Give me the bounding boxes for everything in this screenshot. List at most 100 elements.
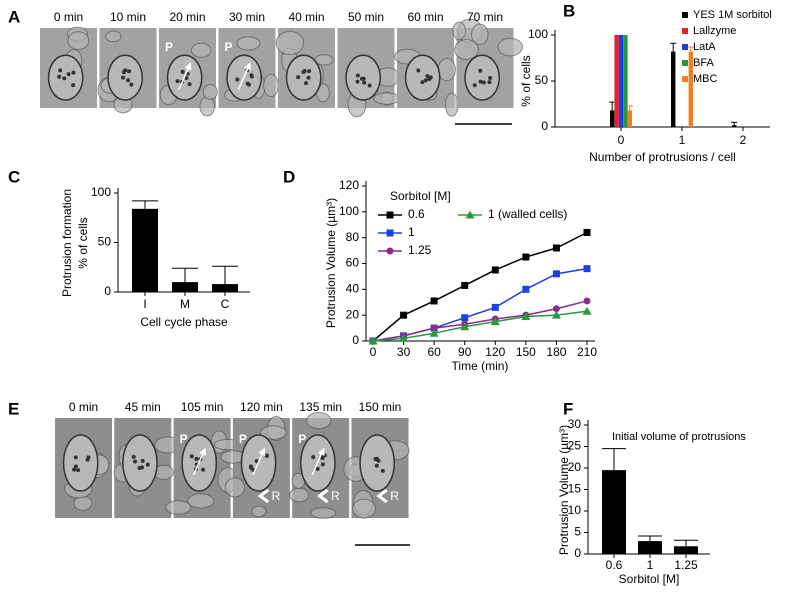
legend-swatch bbox=[682, 28, 688, 34]
point bbox=[552, 270, 560, 278]
y-tick-label: 5 bbox=[574, 525, 581, 539]
marker-label: P bbox=[239, 432, 247, 446]
vacuole bbox=[296, 75, 301, 80]
vacuole bbox=[73, 464, 78, 469]
legend-marker bbox=[386, 247, 394, 255]
point bbox=[521, 311, 531, 320]
legend-label: MBC bbox=[693, 73, 718, 85]
vacuole bbox=[126, 78, 131, 83]
point bbox=[551, 310, 561, 319]
point bbox=[522, 285, 530, 293]
point bbox=[552, 305, 560, 313]
frame-time: 135 min bbox=[299, 400, 342, 414]
x-axis-title: Time (min) bbox=[452, 359, 509, 373]
legend-label: 1 (walled cells) bbox=[488, 207, 567, 221]
x-tick-label: 0 bbox=[618, 133, 625, 147]
frame-time: 50 min bbox=[348, 10, 384, 24]
cell bbox=[464, 54, 500, 101]
error-bar bbox=[674, 539, 698, 547]
cell-texture bbox=[263, 73, 280, 98]
x-tick-label: 0 bbox=[370, 345, 377, 359]
x-tick-label: 120 bbox=[485, 345, 505, 359]
panel-label: A bbox=[8, 7, 20, 26]
cell-texture bbox=[187, 493, 215, 509]
vacuole bbox=[361, 76, 366, 81]
cell-texture bbox=[452, 21, 466, 41]
cell bbox=[359, 434, 395, 492]
bar bbox=[627, 110, 632, 127]
y-tick-label: 80 bbox=[346, 230, 360, 244]
x-tick-label: 1 bbox=[679, 133, 686, 147]
point bbox=[400, 311, 408, 319]
marker-label: P bbox=[225, 40, 233, 54]
vacuole bbox=[307, 69, 312, 74]
legend-swatch bbox=[682, 44, 688, 50]
frame-time: 0 min bbox=[69, 400, 98, 414]
y-tick-label: 60 bbox=[346, 256, 360, 270]
vacuole bbox=[320, 456, 325, 461]
legend-label: YES 1M sorbitol bbox=[693, 9, 772, 21]
arrow bbox=[192, 447, 206, 476]
cell-texture bbox=[437, 57, 456, 82]
vacuole bbox=[367, 83, 372, 88]
frame-time: 0 min bbox=[54, 10, 83, 24]
legend-swatch bbox=[682, 76, 688, 82]
cell-texture bbox=[275, 30, 305, 56]
cell-texture bbox=[236, 36, 261, 51]
vacuole bbox=[129, 82, 134, 87]
x-tick-label: 2 bbox=[740, 133, 747, 147]
y-tick-label: 0 bbox=[574, 546, 581, 560]
frame-time: 30 min bbox=[229, 10, 265, 24]
y-axis-title: Protrusion Volume (µm³) bbox=[324, 198, 338, 328]
vacuole bbox=[62, 76, 67, 81]
arrowhead bbox=[376, 488, 388, 504]
y-tick-label: 50 bbox=[98, 235, 112, 249]
vacuole bbox=[189, 454, 194, 459]
panel-label: D bbox=[283, 167, 295, 186]
point bbox=[399, 333, 409, 342]
x-tick-label: 90 bbox=[458, 345, 472, 359]
legend-marker bbox=[465, 210, 475, 219]
vacuole bbox=[57, 74, 62, 79]
cell bbox=[107, 54, 144, 101]
vacuole bbox=[478, 79, 483, 84]
legend-marker bbox=[386, 229, 394, 237]
cell-texture bbox=[199, 96, 216, 117]
vacuole bbox=[121, 75, 126, 80]
legend-marker bbox=[386, 211, 394, 219]
y-tick-label: 50 bbox=[535, 73, 549, 87]
arrow bbox=[178, 62, 192, 90]
cell-texture bbox=[352, 498, 377, 519]
y-tick-label: 0 bbox=[541, 119, 548, 133]
vacuole bbox=[481, 80, 486, 85]
vacuole bbox=[184, 76, 189, 81]
error-bar bbox=[602, 448, 626, 471]
frame-time: 70 min bbox=[467, 10, 503, 24]
marker-label: P bbox=[180, 432, 188, 446]
frame-time: 40 min bbox=[288, 10, 324, 24]
vacuole bbox=[425, 74, 430, 79]
y-tick-label: 40 bbox=[346, 282, 360, 296]
error-bar bbox=[172, 267, 198, 283]
x-axis-title: Cell cycle phase bbox=[140, 315, 228, 329]
marker-label: P bbox=[165, 40, 173, 54]
y-tick-label: 30 bbox=[568, 417, 582, 431]
y-tick-label: 20 bbox=[568, 460, 582, 474]
bar bbox=[618, 35, 624, 127]
panel-label: E bbox=[8, 399, 19, 418]
point bbox=[583, 297, 591, 305]
bar bbox=[610, 110, 615, 127]
vacuole bbox=[420, 80, 425, 85]
legend-title: Sorbitol [M] bbox=[390, 189, 451, 203]
y-tick-label: 15 bbox=[568, 482, 582, 496]
error-bar bbox=[626, 105, 633, 111]
frame-time: 20 min bbox=[169, 10, 205, 24]
vacuole bbox=[249, 74, 254, 79]
marker-label: P bbox=[298, 432, 306, 446]
cell-texture bbox=[67, 31, 90, 51]
vacuole bbox=[194, 456, 199, 461]
vacuole bbox=[303, 81, 308, 86]
x-tick-label: 150 bbox=[516, 345, 536, 359]
vacuole bbox=[264, 453, 269, 458]
point bbox=[368, 336, 378, 345]
